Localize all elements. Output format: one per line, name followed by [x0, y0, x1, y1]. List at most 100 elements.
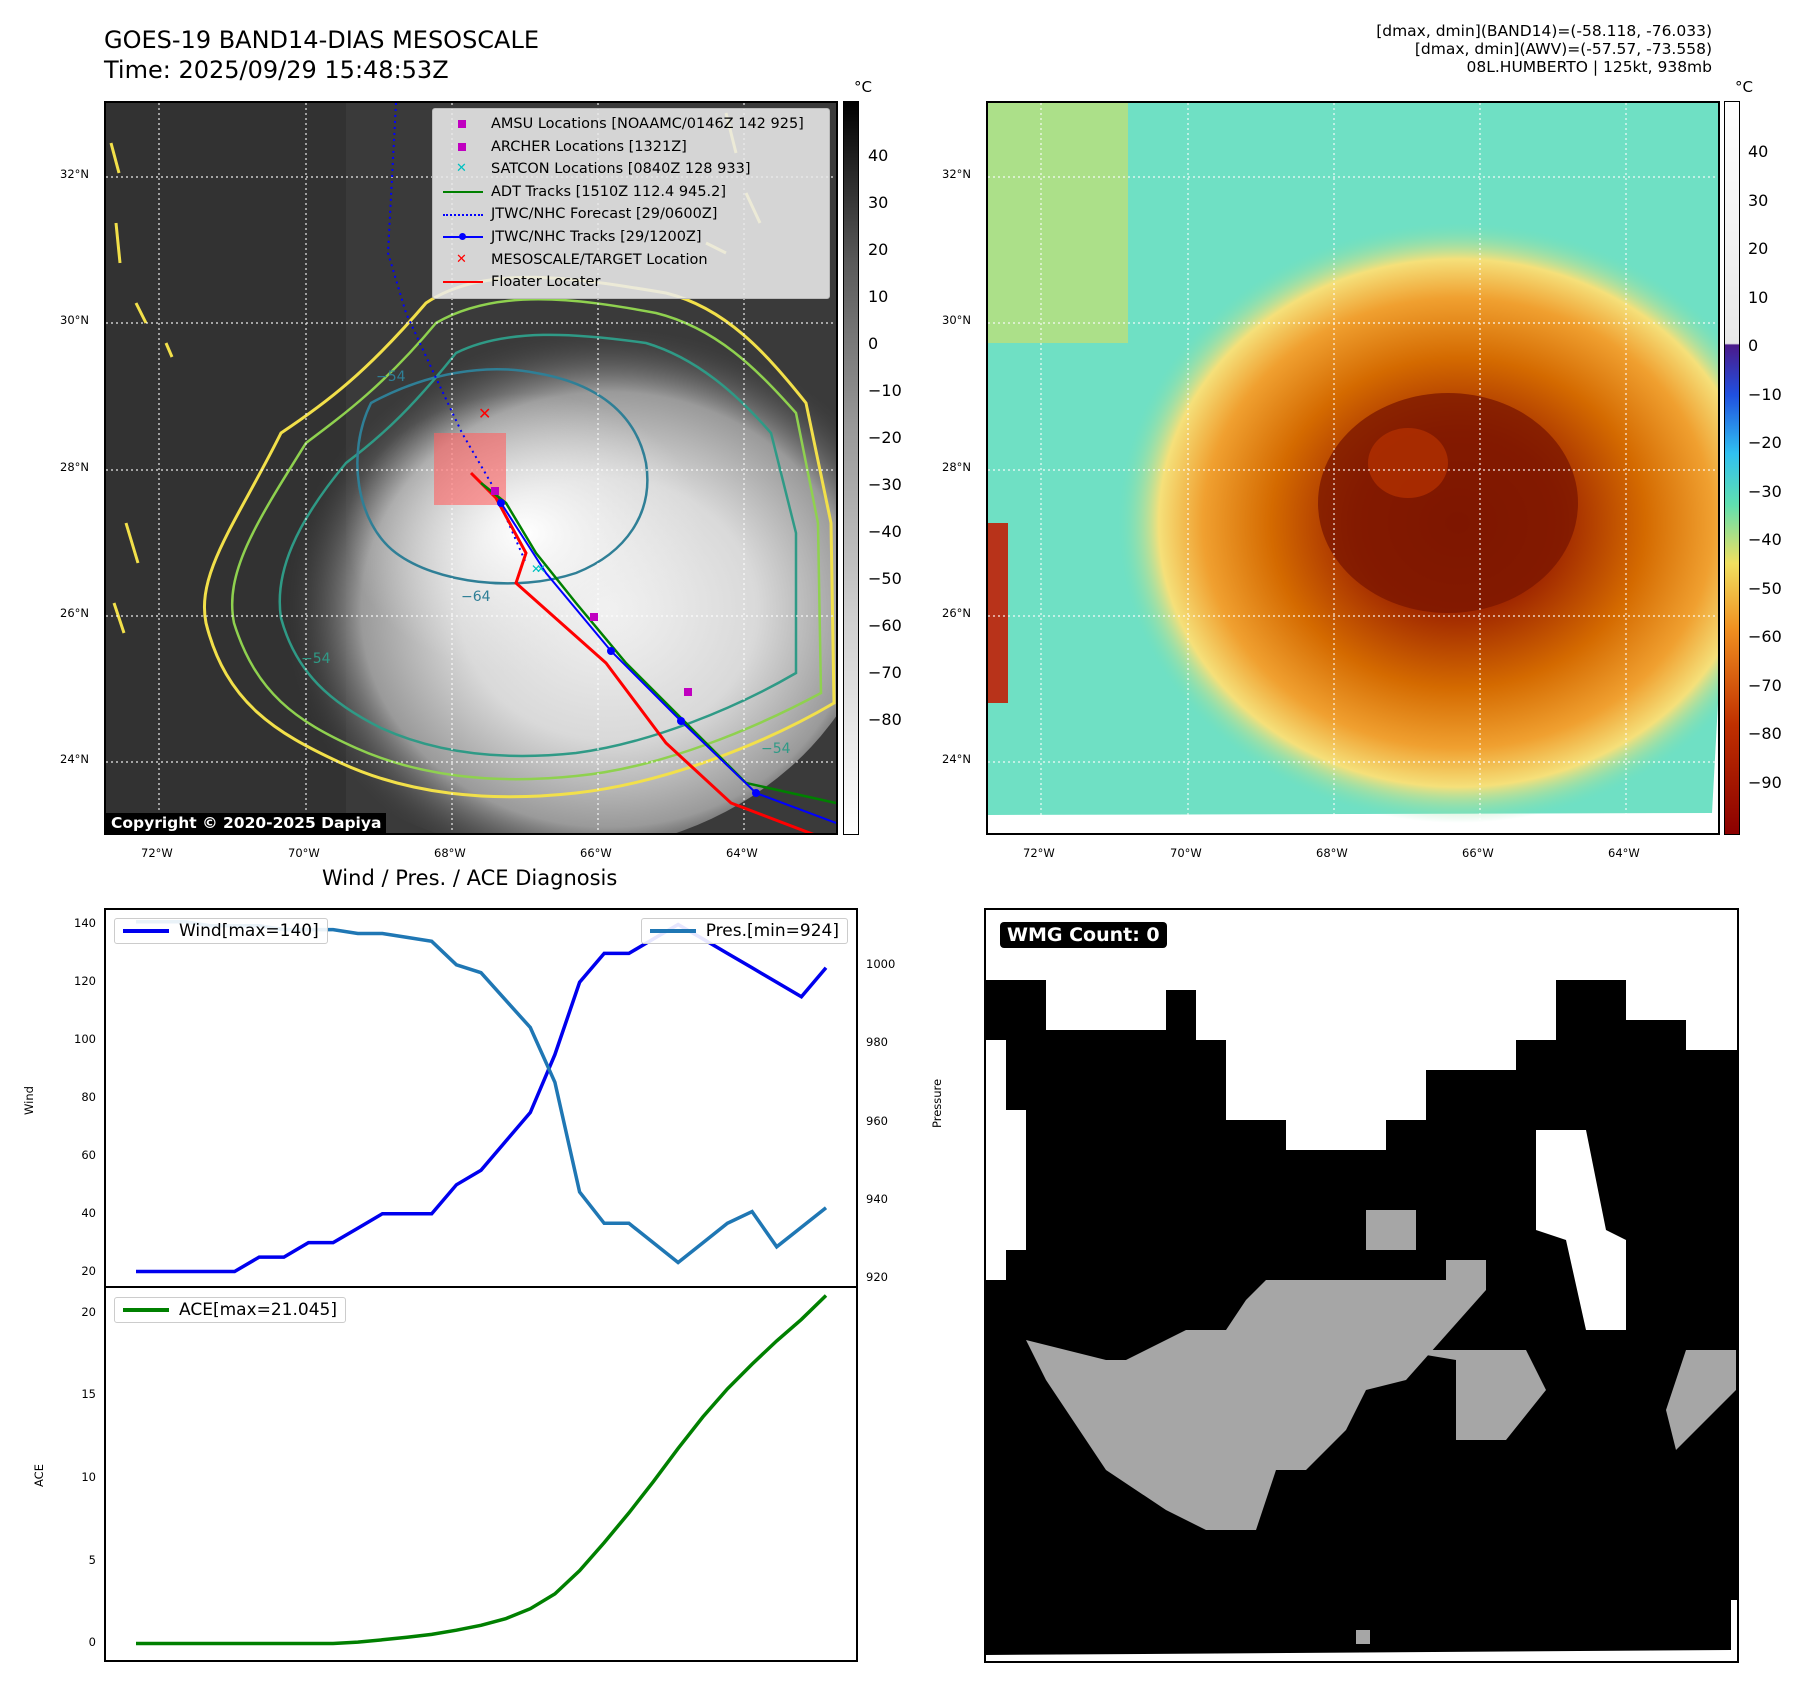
wmg-panel[interactable]: WMG Count: 0 — [984, 908, 1739, 1663]
ir-colorbar-tick: 30 — [868, 193, 889, 212]
contour-label: −54 — [301, 651, 331, 667]
ir-colorbar-tick: 10 — [868, 287, 889, 306]
ir-colorbar-tick: −50 — [868, 569, 902, 588]
pres-tick-label: 920 — [866, 1270, 888, 1285]
ace-line — [136, 1294, 828, 1646]
lat-label: 32°N — [942, 167, 971, 181]
awv-colorbar-tick: −80 — [1748, 724, 1782, 743]
ir-colorbar-tick: 20 — [868, 240, 889, 259]
svg-text:✕: ✕ — [478, 404, 491, 423]
dotted-line-icon — [441, 206, 485, 224]
x-marker-icon: ✕ — [456, 161, 467, 177]
lon-label: 72°W — [141, 846, 173, 860]
awv-colorbar-tick: −20 — [1748, 433, 1782, 452]
lat-label: 24°N — [942, 752, 971, 766]
lon-label: 66°W — [1462, 846, 1494, 860]
lat-label: 30°N — [942, 313, 971, 327]
ace-tick-label: 20 — [81, 1304, 96, 1319]
awv-colorbar-tick: 40 — [1748, 142, 1769, 161]
wind-line-icon — [123, 929, 169, 933]
lat-label: 28°N — [942, 460, 971, 474]
awv-colorbar-tick: −90 — [1748, 772, 1782, 792]
awv-colorbar-tick: 0 — [1748, 336, 1759, 355]
awv-colorbar-tick: −70 — [1748, 675, 1782, 695]
ace-tick-label: 15 — [81, 1387, 96, 1402]
info-block: [dmax, dmin](BAND14)=(-58.118, -76.033) … — [1376, 22, 1712, 76]
lat-label: 24°N — [60, 752, 89, 766]
awv-colorbar-tick: −30 — [1748, 481, 1782, 501]
pres-tick-label: 940 — [866, 1191, 888, 1206]
ace-axis-label: ACE — [32, 1464, 46, 1487]
figure-time: Time: 2025/09/29 15:48:53Z — [104, 56, 449, 84]
ace-legend: ACE[max=21.045] — [114, 1297, 346, 1323]
awv-colorbar-tick: 10 — [1748, 287, 1769, 307]
ir-legend: AMSU Locations [NOAAMC/0146Z 142 925] AR… — [432, 108, 830, 299]
ir-colorbar-tick: −60 — [868, 616, 902, 635]
awv-colorbar-unit: °C — [1735, 78, 1753, 96]
ir-colorbar-tick: −40 — [868, 522, 902, 541]
lon-label: 70°W — [1170, 846, 1202, 860]
lon-label: 64°W — [726, 846, 758, 860]
wind-line — [136, 922, 828, 1274]
lon-label: 72°W — [1023, 846, 1055, 860]
lon-label: 70°W — [288, 846, 320, 860]
pressure-axis-label: Pressure — [930, 1078, 944, 1128]
legend-item-tracks: JTWC/NHC Tracks [29/1200Z] — [441, 226, 821, 249]
info-storm: 08L.HUMBERTO | 125kt, 938mb — [1466, 58, 1713, 76]
ir-colorbar-unit: °C — [854, 78, 872, 96]
ir-map-panel[interactable]: ✕ ✕ ✕ −54 −64 −54 −54 Copyright © 2020-2… — [104, 101, 838, 835]
wind-legend: Wind[max=140] — [114, 918, 328, 944]
ir-colorbar-tick: −30 — [868, 475, 902, 494]
lon-label: 64°W — [1608, 846, 1640, 860]
legend-item-amsu: AMSU Locations [NOAAMC/0146Z 142 925] — [441, 113, 821, 136]
line-marker-icon — [441, 183, 485, 201]
diag-chart — [99, 908, 863, 1662]
wind-tick-label: 20 — [81, 1263, 96, 1278]
lat-label: 26°N — [60, 606, 89, 620]
ir-colorbar-tick: 0 — [868, 334, 879, 353]
ir-colorbar-tick: −80 — [868, 710, 902, 729]
awv-colorbar-tick: −40 — [1748, 530, 1782, 549]
awv-map-image — [988, 103, 1718, 833]
ace-line-icon — [123, 1308, 169, 1312]
figure-title: GOES-19 BAND14-DIAS MESOSCALE — [104, 26, 540, 54]
wmg-image — [986, 980, 1737, 1661]
contour-label: −54 — [376, 369, 406, 385]
legend-item-forecast: JTWC/NHC Forecast [29/0600Z] — [441, 203, 821, 226]
wind-tick-label: 40 — [81, 1205, 96, 1220]
lat-label: 28°N — [60, 460, 89, 474]
wind-tick-label: 80 — [81, 1090, 96, 1104]
pressure-line — [136, 920, 828, 1265]
wind-pres-frame — [104, 908, 858, 1288]
x-marker-icon: ✕ — [456, 251, 467, 267]
ace-tick-label: 5 — [88, 1552, 96, 1567]
awv-colorbar-tick: −60 — [1748, 627, 1782, 646]
square-marker-icon — [441, 138, 485, 156]
ace-tick-label: 10 — [81, 1470, 96, 1485]
diag-title: Wind / Pres. / ACE Diagnosis — [322, 866, 618, 890]
lon-label: 66°W — [580, 846, 612, 860]
pres-tick-label: 980 — [866, 1035, 888, 1050]
awv-colorbar-tick: −10 — [1748, 384, 1782, 404]
wind-axis-label: Wind — [22, 1086, 36, 1115]
wmg-count-badge: WMG Count: 0 — [1000, 922, 1167, 948]
lon-label: 68°W — [1316, 846, 1348, 860]
legend-item-floater: Floater Locater — [441, 271, 821, 294]
ir-colorbar-tick: −70 — [868, 663, 902, 682]
lat-label: 30°N — [60, 313, 89, 327]
square-marker-icon — [441, 115, 485, 133]
legend-item-adt: ADT Tracks [1510Z 112.4 945.2] — [441, 181, 821, 204]
awv-colorbar-tick: −50 — [1748, 578, 1782, 598]
ir-colorbar — [843, 101, 859, 835]
lat-label: 32°N — [60, 167, 89, 181]
line-marker-icon — [441, 273, 485, 291]
svg-text:✕: ✕ — [536, 562, 546, 576]
diag-chart-area[interactable]: Wind[max=140] Pres.[min=924] ACE[max=21.… — [99, 908, 863, 1663]
wind-tick-label: 140 — [74, 916, 96, 931]
awv-colorbar-tick: 30 — [1748, 190, 1769, 210]
lat-label: 26°N — [942, 606, 971, 620]
info-band14: [dmax, dmin](BAND14)=(-58.118, -76.033) — [1376, 22, 1712, 40]
awv-map-panel[interactable] — [986, 101, 1720, 835]
info-awv: [dmax, dmin](AWV)=(-57.57, -73.558) — [1414, 40, 1712, 58]
awv-colorbar — [1724, 101, 1740, 835]
